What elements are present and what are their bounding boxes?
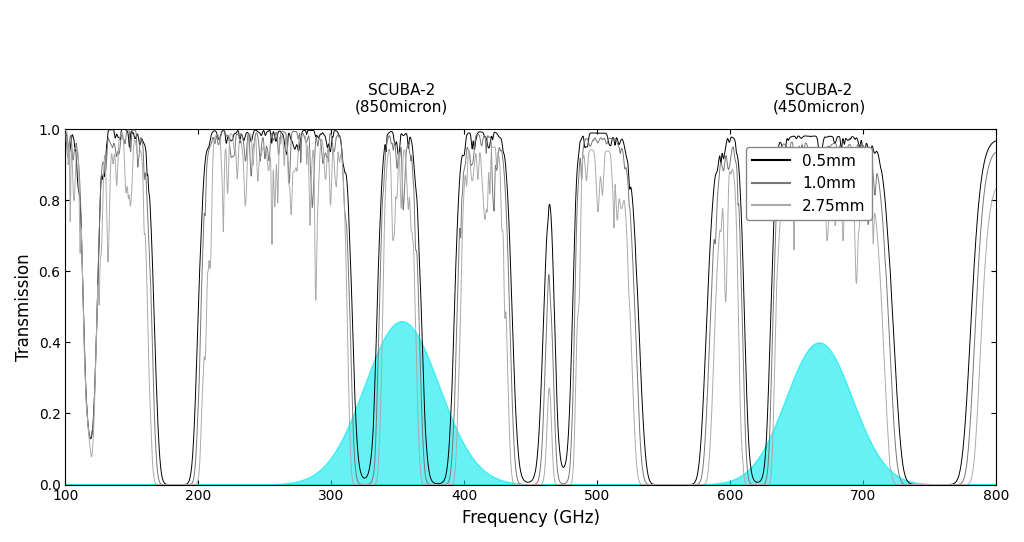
- Legend: 0.5mm, 1.0mm, 2.75mm: 0.5mm, 1.0mm, 2.75mm: [745, 147, 871, 220]
- Text: SCUBA-2
(450micron): SCUBA-2 (450micron): [772, 82, 865, 115]
- Text: SCUBA-2
(850micron): SCUBA-2 (850micron): [355, 82, 449, 115]
- Y-axis label: Transmission: Transmission: [15, 253, 33, 360]
- X-axis label: Frequency (GHz): Frequency (GHz): [462, 509, 600, 527]
